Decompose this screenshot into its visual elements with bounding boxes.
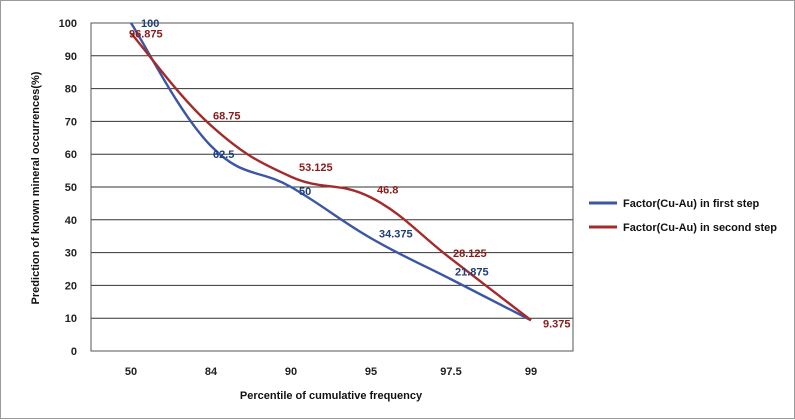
y-tick-label: 20 <box>65 280 77 292</box>
data-label: 46.8 <box>377 184 398 196</box>
data-label: 100 <box>141 18 159 30</box>
x-axis-title: Percentile of cumulative frequency <box>240 390 423 402</box>
data-label: 9.375 <box>543 318 571 330</box>
y-tick-label: 80 <box>65 84 77 96</box>
data-label: 50 <box>299 186 311 198</box>
y-tick-label: 0 <box>71 346 77 358</box>
x-axis-ticks: 50 84 90 95 97.5 99 <box>125 366 537 378</box>
x-tick-label: 97.5 <box>440 366 461 378</box>
data-labels: 100 62.5 50 34.375 21.875 96.875 68.75 53.125 46… <box>129 18 571 330</box>
x-tick-label: 90 <box>285 366 297 378</box>
y-axis-ticks: 0 10 20 30 40 50 60 70 80 90 100 <box>59 18 77 358</box>
data-label: 96.875 <box>129 28 163 40</box>
y-tick-label: 100 <box>59 18 77 30</box>
data-label: 53.125 <box>299 162 333 174</box>
data-label: 21.875 <box>455 266 489 278</box>
y-tick-label: 50 <box>65 182 77 194</box>
x-tick-label: 95 <box>365 366 377 378</box>
y-tick-label: 90 <box>65 51 77 63</box>
y-tick-label: 70 <box>65 116 77 128</box>
x-tick-label: 99 <box>525 366 537 378</box>
y-tick-label: 40 <box>65 215 77 227</box>
legend-entry: Factor(Cu-Au) in first step <box>623 198 760 210</box>
data-label: 28.125 <box>453 248 487 260</box>
plot-area <box>90 22 574 352</box>
y-tick-label: 60 <box>65 149 77 161</box>
y-tick-label: 10 <box>65 313 77 325</box>
data-label: 34.375 <box>379 228 413 240</box>
series-line <box>129 22 532 322</box>
y-axis-title: Prediction of known mineral occurrences(… <box>30 71 42 304</box>
x-tick-label: 84 <box>205 366 218 378</box>
series-line <box>130 32 532 322</box>
series-lines <box>129 22 532 322</box>
data-label: 62.5 <box>213 149 234 161</box>
x-tick-label: 50 <box>125 366 137 378</box>
legend: Factor(Cu-Au) in first step Factor(Cu-Au)… <box>589 198 777 234</box>
y-tick-label: 30 <box>65 248 77 260</box>
legend-entry: Factor(Cu-Au) in second step <box>623 222 777 234</box>
data-label: 68.75 <box>213 111 241 123</box>
